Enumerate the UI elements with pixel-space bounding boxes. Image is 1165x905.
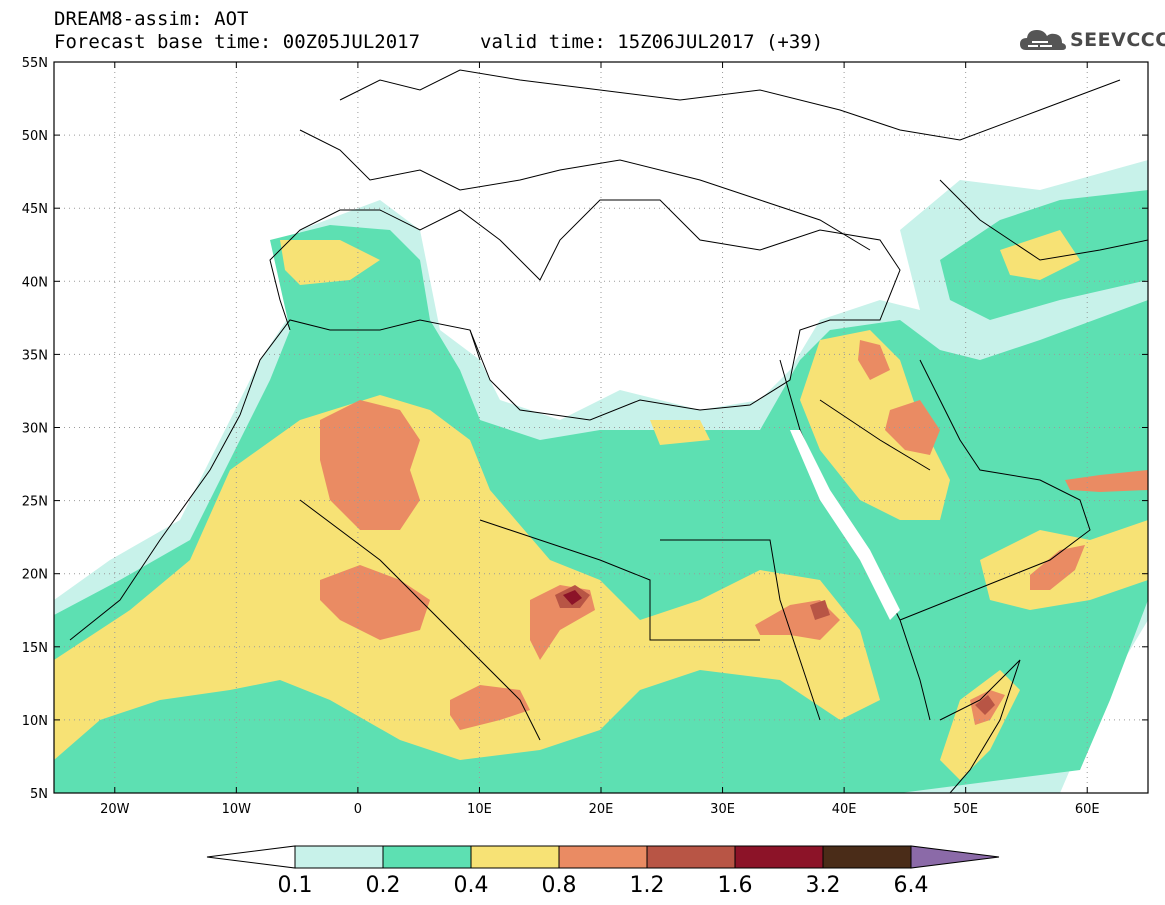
colorbar-box: [382, 845, 472, 869]
aot-contour-1.6: [563, 590, 582, 605]
lat-label: 40N: [22, 275, 48, 290]
coastlines: [69, 69, 1148, 793]
latitude-labels: 55N 50N 45N 40N 35N 30N 25N 20N 15N 10N 5N: [22, 56, 48, 802]
colorbar-label: 6.4: [894, 873, 929, 898]
lat-label: 35N: [22, 348, 48, 363]
colorbar-label: 0.2: [366, 873, 401, 898]
lon-label: 20E: [589, 802, 614, 817]
longitude-labels: 20W 10W 0 10E 20E 30E 40E 50E 60E: [100, 802, 1100, 817]
lat-label: 30N: [22, 422, 48, 437]
colorbar-box: [294, 845, 384, 869]
colorbar-label: 0.8: [542, 873, 577, 898]
axis-ticks: [54, 61, 1148, 794]
cloud-icon: [1020, 30, 1066, 50]
lat-label: 5N: [30, 787, 48, 802]
colorbar-label: 0.4: [454, 873, 489, 898]
colorbar-boxes: [206, 845, 1000, 869]
colorbar-labels: 0.1 0.2 0.4 0.8 1.2 1.6 3.2 6.4: [278, 873, 929, 898]
aot-contour-0.4: [54, 230, 1148, 780]
colorbar-label: 1.2: [630, 873, 665, 898]
colorbar-label: 1.6: [718, 873, 753, 898]
colorbar-box: [646, 845, 736, 869]
aot-field: [54, 62, 1148, 793]
forecast-base-time: Forecast base time: 00Z05JUL2017: [54, 31, 421, 53]
lon-label: 0: [354, 802, 362, 817]
lat-label: 50N: [22, 129, 48, 144]
colorbar-label: 0.1: [278, 873, 313, 898]
aot-contour-1.2: [555, 585, 995, 715]
graticule: [54, 62, 1148, 793]
lat-label: 15N: [22, 641, 48, 656]
lat-label: 25N: [22, 495, 48, 510]
lon-label: 30E: [710, 802, 735, 817]
lat-label: 10N: [22, 714, 48, 729]
lon-label: 10E: [467, 802, 492, 817]
colorbar-over-triangle: [910, 845, 1000, 869]
lon-label: 10W: [222, 802, 252, 817]
lon-label: 50E: [953, 802, 978, 817]
map-title: DREAM8-assim: AOT: [54, 8, 249, 30]
colorbar-box: [822, 845, 912, 869]
lon-label: 20W: [100, 802, 130, 817]
colorbar-box: [470, 845, 560, 869]
lon-label: 60E: [1075, 802, 1100, 817]
colorbar-box: [734, 845, 824, 869]
colorbar-under-triangle: [206, 845, 296, 869]
red-sea: [790, 430, 900, 620]
seevccc-logo: SEEVCCC: [1018, 24, 1165, 58]
lat-label: 20N: [22, 568, 48, 583]
lat-label: 55N: [22, 56, 48, 71]
lat-label: 45N: [22, 202, 48, 217]
valid-time: valid time: 15Z06JUL2017 (+39): [480, 31, 824, 53]
lon-label: 40E: [832, 802, 857, 817]
colorbar-box: [558, 845, 648, 869]
colorbar: 0.1 0.2 0.4 0.8 1.2 1.6 3.2 6.4: [206, 845, 1000, 898]
colorbar-label: 3.2: [806, 873, 841, 898]
logo-text: SEEVCCC: [1070, 29, 1165, 51]
